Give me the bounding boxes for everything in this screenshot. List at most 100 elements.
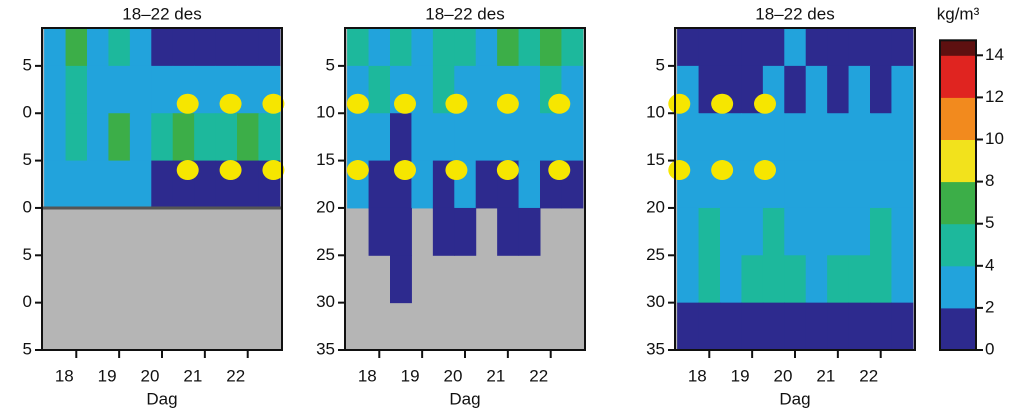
heatmap-cell bbox=[129, 65, 152, 114]
point bbox=[219, 93, 242, 114]
heatmap-cell bbox=[368, 28, 391, 67]
heatmap-cell bbox=[805, 160, 828, 209]
heatmap-cell bbox=[432, 207, 455, 256]
heatmap-cell bbox=[347, 28, 370, 67]
colorbar-bin bbox=[940, 265, 976, 309]
point bbox=[754, 160, 776, 181]
colorbar-bin bbox=[940, 139, 976, 183]
heatmap-cell bbox=[194, 28, 217, 67]
x-tick-label: 19 bbox=[731, 366, 750, 385]
y-tick-label: 5 bbox=[23, 245, 32, 264]
y-tick-label: 20 bbox=[646, 197, 665, 216]
heatmap-cell bbox=[194, 113, 217, 162]
heatmap-cell bbox=[720, 255, 742, 304]
colorbar-tick-label: 2 bbox=[985, 297, 994, 316]
point bbox=[548, 93, 571, 114]
y-tick-label: 15 bbox=[646, 150, 665, 169]
point bbox=[219, 160, 242, 181]
heatmap-cell bbox=[891, 255, 914, 304]
heatmap-cell bbox=[44, 28, 67, 67]
heatmap-cell bbox=[762, 302, 785, 351]
colorbar-frame bbox=[939, 39, 977, 352]
point bbox=[262, 93, 285, 114]
colorbar-bin bbox=[940, 40, 976, 56]
heatmap-cell bbox=[237, 28, 259, 67]
heatmap-cell bbox=[827, 28, 850, 67]
heatmap-cell bbox=[151, 28, 174, 67]
panel-title: 18–22 des bbox=[122, 4, 201, 23]
heatmap-cell bbox=[237, 160, 259, 209]
heatmap-cell bbox=[390, 28, 412, 67]
heatmap-cell bbox=[87, 28, 109, 67]
heatmap-cell bbox=[390, 255, 412, 304]
point bbox=[346, 160, 369, 181]
point bbox=[496, 93, 519, 114]
x-tick-label: 22 bbox=[859, 366, 878, 385]
y-tick-label: 30 bbox=[646, 292, 665, 311]
y-tick-label: 20 bbox=[316, 197, 335, 216]
heatmap-cell bbox=[108, 160, 131, 209]
heatmap-cell bbox=[368, 113, 391, 162]
heatmap-cell bbox=[561, 113, 584, 162]
heatmap-cell bbox=[518, 160, 541, 209]
heatmap-cell bbox=[698, 302, 721, 351]
heatmap-cell bbox=[848, 65, 871, 114]
point bbox=[496, 160, 519, 181]
heatmap-cell bbox=[44, 65, 67, 114]
point bbox=[176, 93, 199, 114]
heatmap-cell bbox=[870, 302, 892, 351]
heatmap-cell bbox=[411, 65, 434, 114]
heatmap-cell bbox=[848, 113, 871, 162]
y-tick-label: 10 bbox=[316, 103, 335, 122]
heatmap-cell bbox=[741, 113, 764, 162]
point bbox=[394, 93, 416, 114]
heatmap-cell bbox=[720, 28, 742, 67]
heatmap-cell bbox=[454, 207, 477, 256]
heatmap-cell bbox=[390, 113, 412, 162]
heatmap-cell bbox=[44, 160, 67, 209]
heatmap-cell bbox=[518, 207, 541, 256]
x-tick-label: 20 bbox=[774, 366, 793, 385]
y-tick-label: 35 bbox=[316, 339, 335, 358]
heatmap-cell bbox=[411, 113, 434, 162]
heatmap-cell bbox=[848, 28, 871, 67]
y-tick-label: 25 bbox=[316, 245, 335, 264]
heatmap-cell bbox=[784, 28, 807, 67]
heatmap-cell bbox=[87, 65, 109, 114]
heatmap-cell bbox=[368, 65, 391, 114]
heatmap-cell bbox=[65, 113, 88, 162]
point bbox=[754, 93, 776, 114]
point bbox=[394, 160, 416, 181]
heatmap-cell bbox=[129, 113, 152, 162]
heatmap-cell bbox=[518, 65, 541, 114]
heatmap-cell bbox=[698, 28, 721, 67]
heatmap-cell bbox=[762, 255, 785, 304]
x-axis-label: Dag bbox=[779, 389, 810, 408]
heatmap-cell bbox=[411, 160, 434, 209]
heatmap-cell bbox=[258, 113, 281, 162]
heatmap-cell bbox=[172, 113, 195, 162]
heatmap-cell bbox=[44, 113, 67, 162]
heatmap-cell bbox=[108, 65, 131, 114]
heatmap-cell bbox=[258, 28, 281, 67]
point bbox=[262, 160, 285, 181]
y-tick-label: 0 bbox=[23, 197, 32, 216]
y-tick-label: 10 bbox=[646, 103, 665, 122]
heatmap-cell bbox=[518, 28, 541, 67]
heatmap-cell bbox=[497, 207, 520, 256]
point bbox=[668, 93, 691, 114]
heatmap-cell bbox=[848, 302, 871, 351]
heatmap-cell bbox=[891, 207, 914, 256]
y-tick-label: 5 bbox=[656, 55, 665, 74]
x-tick-label: 18 bbox=[358, 366, 377, 385]
heatmap-cell bbox=[891, 65, 914, 114]
y-tick-label: 5 bbox=[23, 55, 32, 74]
x-tick-label: 19 bbox=[98, 366, 117, 385]
x-tick-label: 18 bbox=[688, 366, 707, 385]
heatmap-cell bbox=[677, 302, 700, 351]
panel-title: 18–22 des bbox=[425, 4, 504, 23]
x-tick-label: 22 bbox=[226, 366, 245, 385]
point bbox=[445, 93, 468, 114]
heatmap-cell bbox=[151, 160, 174, 209]
